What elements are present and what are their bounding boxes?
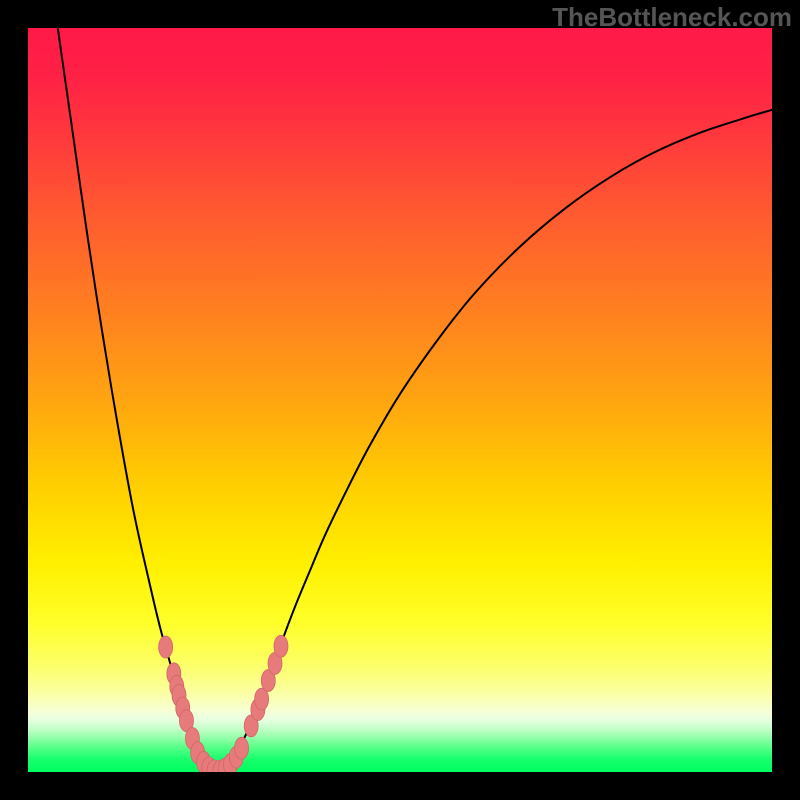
data-marker (159, 636, 173, 658)
watermark-text: TheBottleneck.com (552, 2, 792, 33)
data-marker (235, 737, 249, 759)
plot-svg (0, 0, 800, 800)
figure: TheBottleneck.com (0, 0, 800, 800)
data-markers (159, 635, 288, 782)
data-marker (274, 635, 288, 657)
bottleneck-curve (58, 28, 772, 772)
